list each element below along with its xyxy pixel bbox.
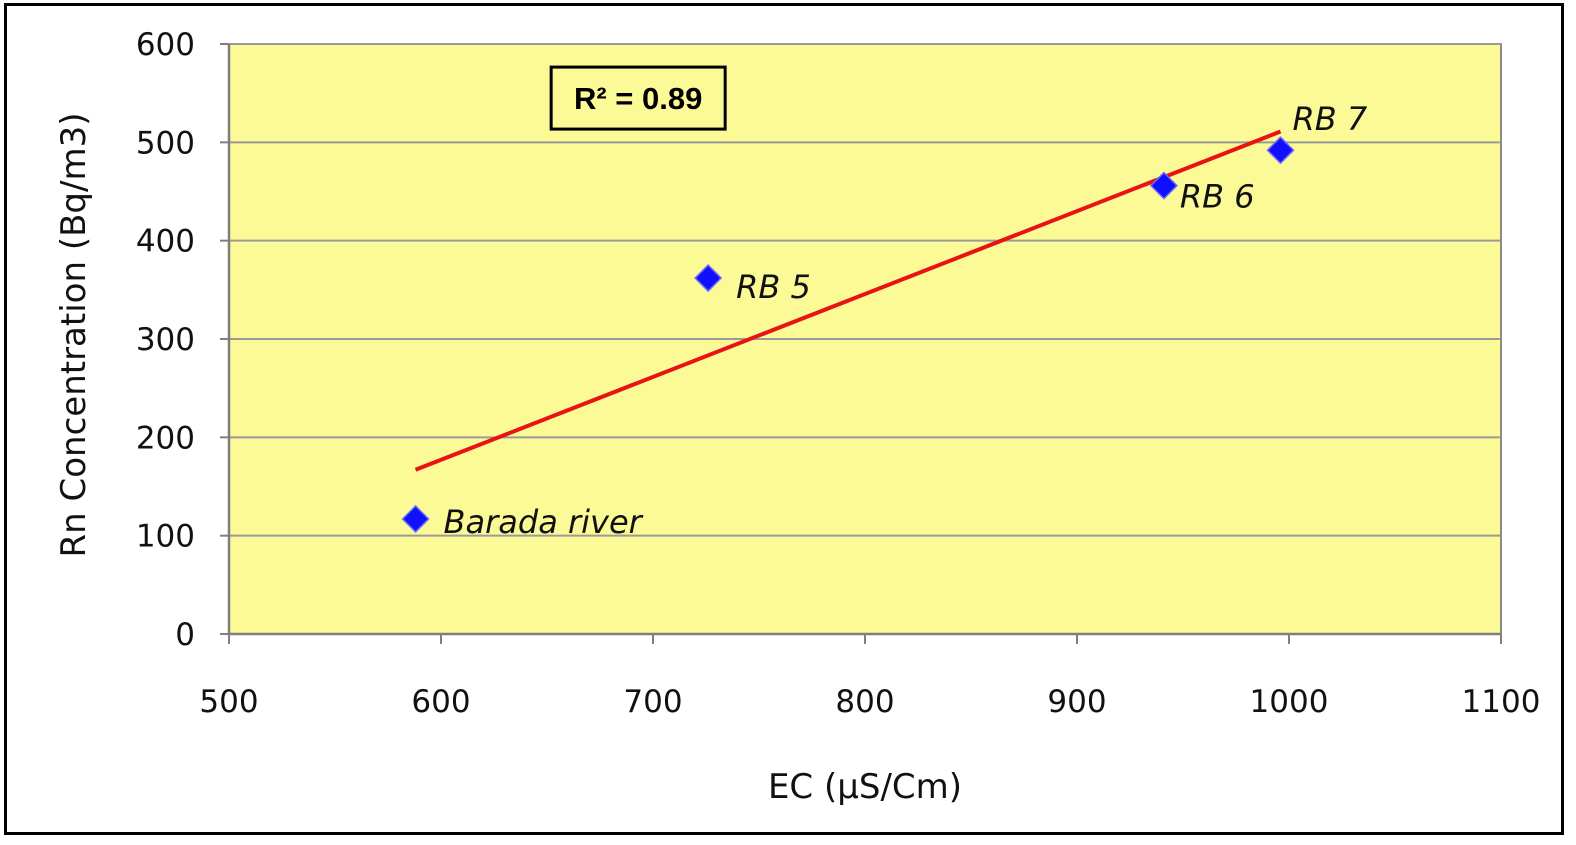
y-tick-label-500: 500: [136, 125, 195, 161]
y-tick-label-600: 600: [136, 27, 195, 63]
x-tick-label-500: 500: [199, 684, 258, 720]
point-label-rb-7: RB 7: [1293, 100, 1368, 138]
x-tick-label-900: 900: [1047, 684, 1106, 720]
point-label-rb-6: RB 6: [1180, 178, 1255, 216]
tick-labels: 0 100 200 300 400 500 600 500 600 700 800 900 1000 11…: [136, 27, 1541, 720]
trendline: [414, 129, 1282, 472]
x-axis-title: EC (µS/Cm): [768, 767, 962, 807]
y-tick-label-0: 0: [175, 617, 195, 653]
data-point-rb-6: [1149, 171, 1178, 200]
x-tick-label-1000: 1000: [1250, 684, 1329, 720]
x-tick-label-800: 800: [835, 684, 894, 720]
y-tick-label-200: 200: [136, 420, 195, 456]
y-axis-title: Rn Concentration (Bq/m3): [54, 113, 94, 558]
gridlines: [229, 43, 1501, 537]
data-point-rb-7: [1266, 136, 1295, 165]
y-tick-label-300: 300: [136, 322, 195, 358]
y-tick-label-400: 400: [136, 224, 195, 260]
data-point-barada-river: [401, 504, 430, 534]
x-tick-label-1100: 1100: [1462, 684, 1541, 720]
data-points: Barada river RB 5 RB 6 RB 7: [401, 100, 1368, 541]
scatter-chart: 0 100 200 300 400 500 600 500 600 700 800 900 1000 11…: [54, 27, 1541, 807]
point-label-barada-river: Barada river: [444, 503, 644, 541]
x-tick-label-700: 700: [623, 684, 682, 720]
x-tick-label-600: 600: [411, 684, 470, 720]
data-point-rb-5: [694, 263, 723, 293]
annotation-box: [549, 65, 727, 131]
y-tick-label-100: 100: [136, 519, 195, 555]
point-label-rb-5: RB 5: [736, 268, 811, 306]
annotation-text: R² = 0.89: [574, 81, 702, 116]
r-squared-annotation: R² = 0.89: [549, 65, 727, 131]
chart-frame: 0 100 200 300 400 500 600 500 600 700 800 900 1000 11…: [4, 3, 1564, 835]
